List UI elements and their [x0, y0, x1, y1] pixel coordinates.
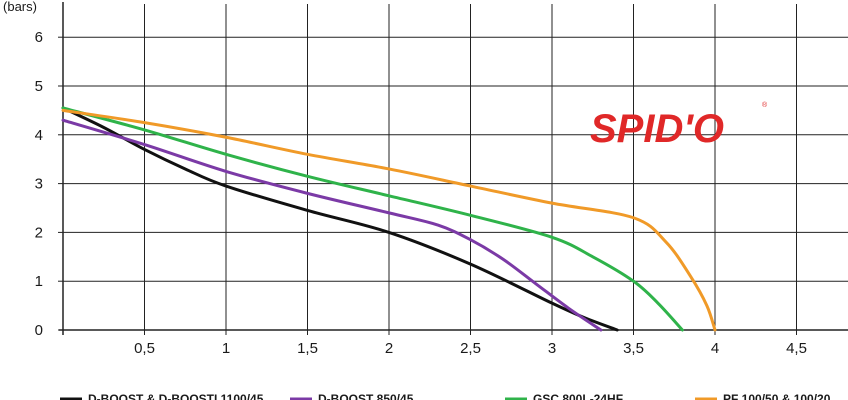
x-tick-label: 2,5 [460, 340, 481, 357]
x-tick-label: 4 [711, 340, 719, 357]
x-axis-ticks: 0,5 1 1,5 2 2,5 3 3,5 4 4,5 [134, 330, 807, 357]
series-line-d-boost-d-boosti-1100-45 [61, 106, 619, 332]
x-tick-label: 3 [548, 340, 556, 357]
y-tick-label: 5 [35, 78, 43, 95]
series-line-gsc-800l-24hf [61, 106, 684, 332]
x-tick-label: 3,5 [623, 340, 644, 357]
spido-logo: SPID'O ® [590, 101, 768, 151]
legend-item: D-BOOST 850/45 [290, 392, 414, 400]
legend-item: D-BOOST & D-BOOSTI 1100/45 [60, 392, 264, 400]
series-line-pf-100-50-100-20 [61, 108, 717, 332]
x-tick-label: 4,5 [786, 340, 807, 357]
x-tick-label: 1,5 [297, 340, 318, 357]
y-axis-unit-label: (bars) [3, 0, 37, 14]
y-tick-label: 6 [35, 29, 43, 46]
y-axis-ticks: 0 1 2 3 4 5 6 [35, 29, 63, 339]
legend-label: PF 100/50 & 100/20 [723, 392, 831, 400]
series-line-d-boost-850-45 [61, 118, 603, 332]
y-tick-label: 2 [35, 224, 43, 241]
y-tick-label: 1 [35, 273, 43, 290]
legend-label: D-BOOST 850/45 [318, 392, 414, 400]
chart-legend: D-BOOST & D-BOOSTI 1100/45 D-BOOST 850/45… [60, 392, 831, 400]
registered-trademark-mark: ® [762, 101, 768, 109]
y-tick-label: 3 [35, 176, 43, 193]
y-tick-label: 0 [35, 322, 43, 339]
grid-lines [63, 4, 848, 330]
legend-item: GSC 800L-24HF [505, 392, 623, 400]
legend-label: D-BOOST & D-BOOSTI 1100/45 [88, 392, 264, 400]
legend-label: GSC 800L-24HF [533, 392, 623, 400]
x-tick-label: 0,5 [134, 340, 155, 357]
chart-axes [59, 2, 848, 335]
y-tick-label: 4 [35, 127, 43, 144]
logo-wordmark: SPID'O [590, 107, 724, 151]
legend-item: PF 100/50 & 100/20 [695, 392, 831, 400]
series-lines [61, 106, 717, 332]
x-tick-label: 1 [222, 340, 230, 357]
x-tick-label: 2 [385, 340, 393, 357]
